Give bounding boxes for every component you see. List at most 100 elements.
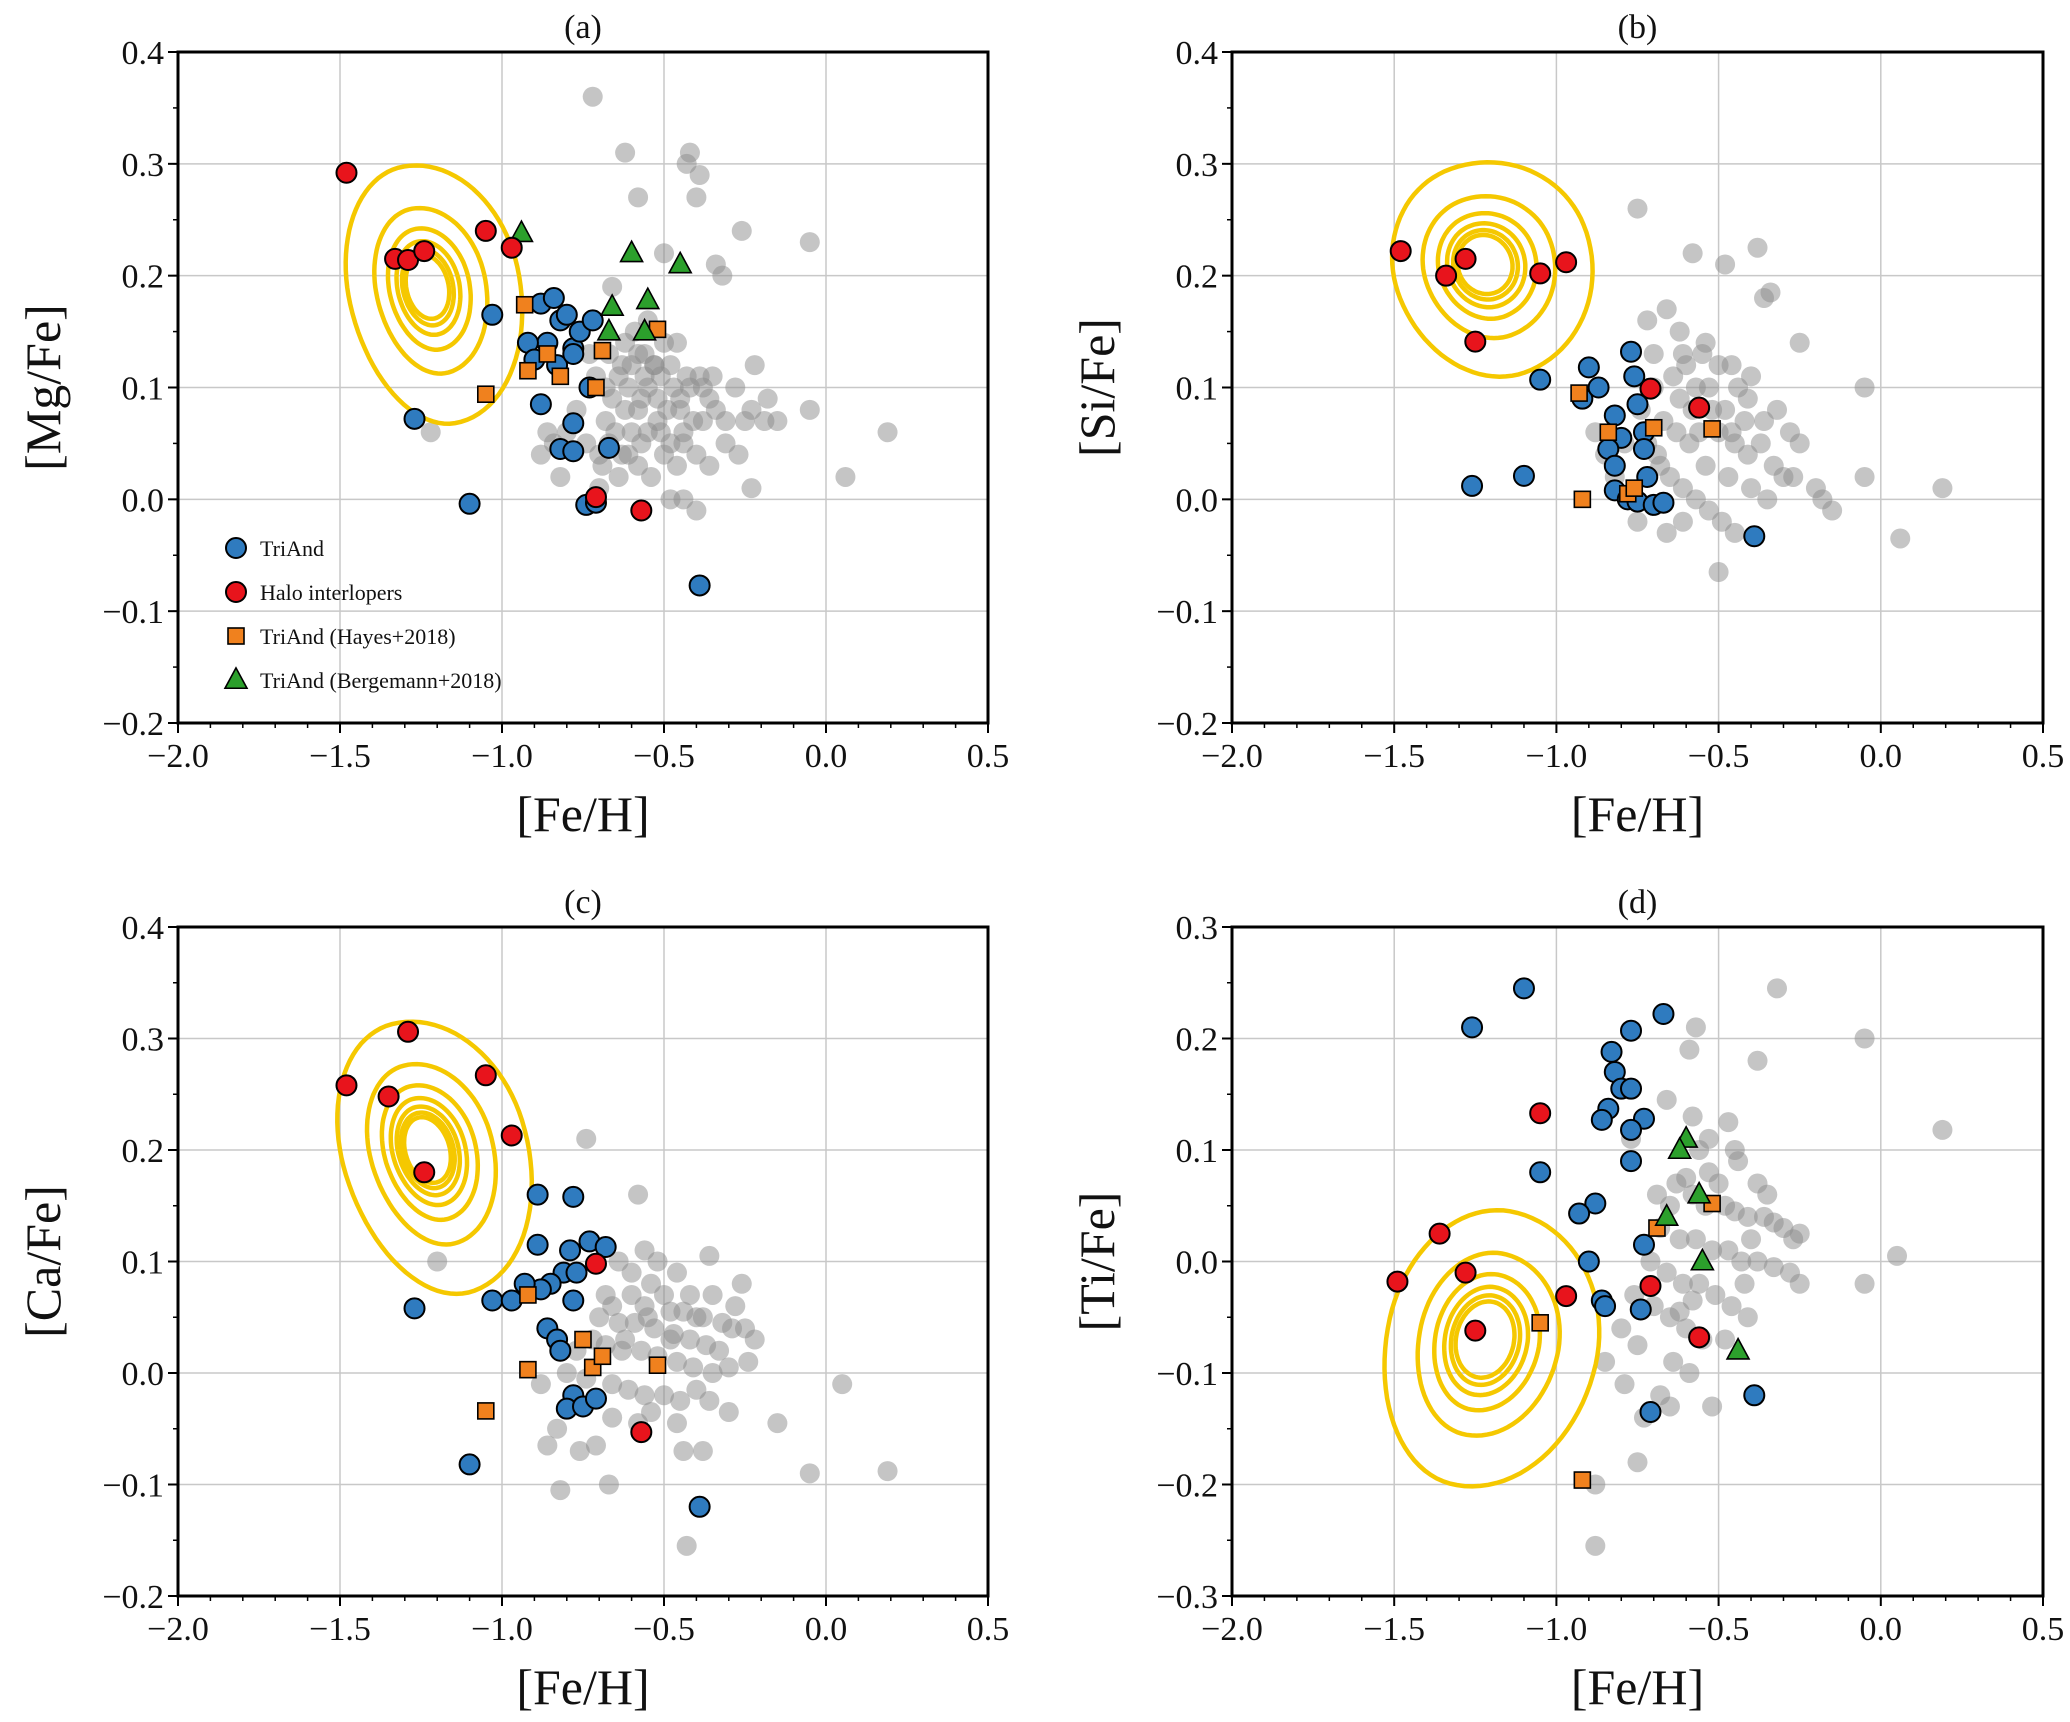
triand-point — [562, 1289, 585, 1312]
series-background — [1585, 198, 1953, 583]
halo-point — [1688, 1326, 1711, 1349]
background-point — [1737, 1307, 1758, 1328]
background-point — [670, 1390, 691, 1411]
triand-point — [565, 1261, 588, 1284]
x-tick-label: −1.5 — [1363, 1611, 1425, 1648]
contour-level — [394, 1104, 463, 1198]
triand-point — [597, 436, 620, 459]
series-halo — [1386, 1102, 1711, 1349]
background-point — [621, 1284, 642, 1305]
x-tick-label: −2.0 — [147, 738, 209, 775]
triand-point — [1587, 376, 1610, 399]
background-point — [670, 399, 691, 420]
halo-point — [377, 1085, 400, 1108]
background-point — [666, 1413, 687, 1434]
background-point — [1646, 1184, 1667, 1205]
background-point — [1747, 1173, 1768, 1194]
triand-point — [458, 1453, 481, 1476]
y-tick-label: −0.3 — [1156, 1579, 1218, 1616]
hayes-point — [1599, 423, 1618, 442]
series-hayes — [476, 1286, 667, 1420]
triand-point — [481, 303, 504, 326]
halo-point — [1555, 1285, 1578, 1308]
contour-level — [1415, 1250, 1562, 1438]
background-point — [799, 232, 820, 253]
background-point — [799, 1463, 820, 1484]
y-tick-label: −0.2 — [102, 1579, 164, 1616]
legend-marker-hayes — [227, 627, 245, 645]
background-point — [420, 422, 441, 443]
triand-point — [1603, 404, 1626, 427]
y-tick-label: 0.2 — [122, 259, 165, 296]
background-point — [1854, 1028, 1875, 1049]
background-point — [1718, 1112, 1739, 1133]
x-tick-label: −1.5 — [309, 1611, 371, 1648]
background-point — [615, 142, 636, 163]
triand-point — [1620, 1019, 1643, 1042]
triand-point — [1623, 365, 1646, 388]
triand-point — [1577, 356, 1600, 379]
background-point — [689, 165, 710, 186]
background-point — [602, 1374, 623, 1395]
background-point — [666, 1262, 687, 1283]
background-point — [1721, 1296, 1742, 1317]
y-tick-label: −0.1 — [102, 594, 164, 631]
background-point — [725, 1296, 746, 1317]
background-point — [631, 1340, 652, 1361]
hayes-point — [1531, 1314, 1549, 1332]
background-point — [537, 1435, 558, 1456]
background-point — [702, 1363, 723, 1383]
background-point — [738, 1351, 759, 1372]
background-point — [1715, 254, 1736, 275]
background-point — [1932, 1119, 1953, 1140]
background-point — [1724, 1140, 1745, 1160]
y-tick-label: 0.4 — [122, 35, 165, 72]
background-point — [741, 478, 762, 499]
background-point — [718, 1357, 739, 1378]
y-tick-label: −0.2 — [102, 706, 164, 743]
x-tick-label: 0.5 — [967, 738, 1010, 775]
legend-marker-halo — [225, 581, 247, 603]
background-point — [699, 1245, 720, 1266]
background-point — [660, 1329, 681, 1350]
background-point — [1672, 478, 1693, 499]
triand-point — [1568, 1202, 1591, 1225]
hayes-point — [519, 361, 537, 380]
triand-point — [1600, 1040, 1623, 1063]
background-point — [1669, 388, 1690, 409]
series-halo — [335, 161, 653, 522]
background-point — [1585, 1535, 1606, 1556]
background-point — [1747, 1251, 1768, 1272]
series-halo — [1389, 240, 1711, 419]
background-point — [757, 388, 778, 409]
series-background — [1585, 978, 1953, 1556]
hayes-point — [1625, 479, 1644, 497]
triand-point — [542, 287, 565, 310]
hayes-point — [587, 378, 605, 397]
y-tick-label: 0.0 — [1176, 482, 1219, 519]
background-point — [602, 1407, 623, 1428]
background-point — [602, 388, 623, 409]
halo-point — [1639, 1275, 1662, 1298]
contour-level — [343, 163, 525, 426]
triand-point — [584, 1387, 607, 1410]
background-point — [1627, 511, 1648, 532]
y-tick-label: 0.0 — [1176, 1245, 1219, 1282]
bergemann-point — [619, 239, 644, 263]
background-point — [595, 1284, 616, 1305]
bergemann-point — [1654, 1203, 1680, 1226]
background-point — [641, 466, 662, 487]
bergemann-point — [599, 293, 625, 317]
halo-point — [1386, 1270, 1409, 1293]
grid — [177, 926, 989, 1597]
panel-title: (d) — [1618, 884, 1658, 921]
triand-point — [1590, 1108, 1613, 1131]
background-point — [1614, 1374, 1635, 1395]
background-point — [1643, 343, 1664, 364]
background-point — [589, 1307, 610, 1328]
background-point — [702, 1284, 723, 1305]
density-contours — [1382, 1207, 1602, 1489]
background-point — [1611, 1318, 1632, 1339]
background-point — [1737, 388, 1758, 409]
background-point — [1718, 1240, 1739, 1261]
